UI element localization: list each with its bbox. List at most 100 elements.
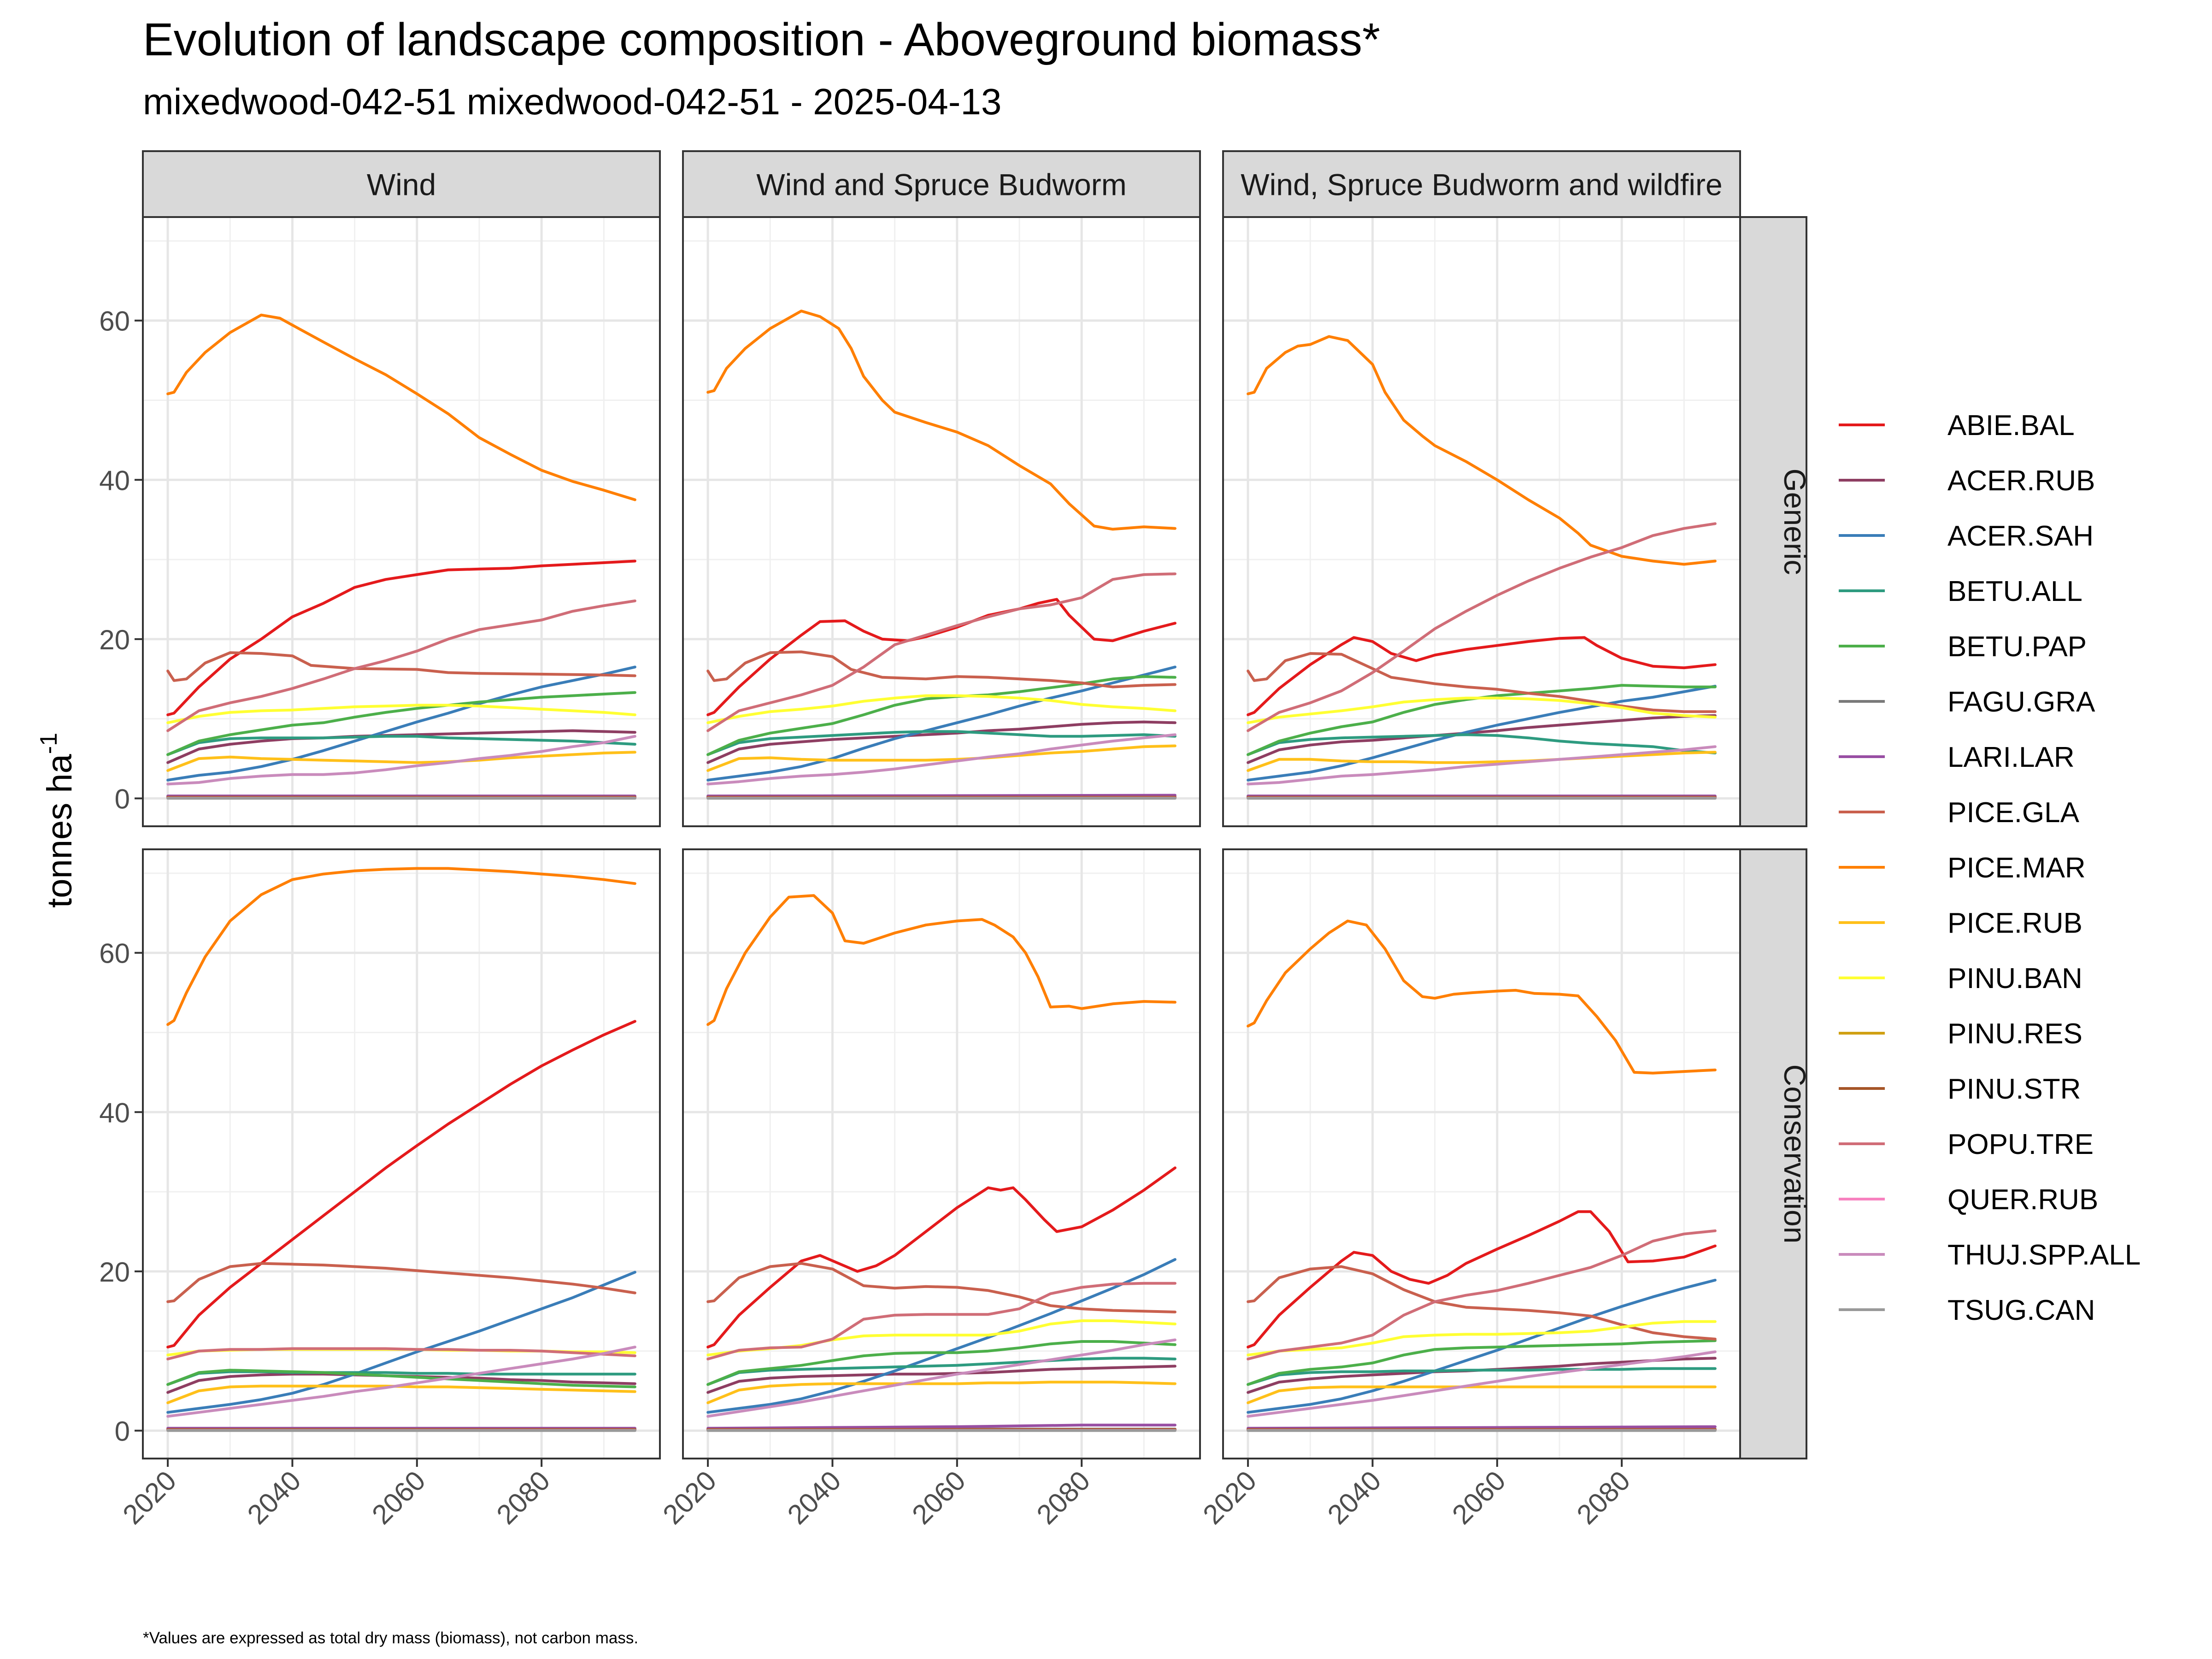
series-line-thuj-spp-all bbox=[166, 735, 636, 786]
series-line-pice-mar bbox=[706, 894, 1177, 1026]
facet-panel bbox=[1222, 216, 1741, 827]
series-line-abie-bal bbox=[1247, 1210, 1717, 1349]
series-line-thuj-spp-all bbox=[166, 1346, 636, 1418]
y-tick-label: 40 bbox=[99, 465, 130, 496]
legend-label: LARI.LAR bbox=[1947, 741, 2075, 773]
series-line-pice-mar bbox=[166, 867, 636, 1026]
legend-item: PINU.RES bbox=[1839, 1018, 2083, 1050]
series-line-pice-rub bbox=[166, 751, 636, 772]
panel-border bbox=[1222, 216, 1741, 827]
facet-strip-column: Wind, Spruce Budworm and wildfire bbox=[1222, 150, 1741, 218]
facet-strip-label: Conservation bbox=[1778, 1065, 1812, 1244]
panel-border bbox=[682, 216, 1201, 827]
y-tick-label: 20 bbox=[99, 1257, 130, 1288]
panel-background bbox=[143, 849, 660, 1459]
y-axis-label-superscript: -1 bbox=[35, 733, 62, 754]
facet-panel bbox=[682, 216, 1201, 827]
series-line-pice-gla bbox=[166, 1262, 636, 1303]
facet-strip-column: Wind bbox=[142, 150, 661, 218]
series-line-pice-gla bbox=[706, 1262, 1177, 1313]
chart-caption: *Values are expressed as total dry mass … bbox=[143, 1629, 638, 1647]
series-line-pice-gla bbox=[166, 651, 636, 682]
series-line-abie-bal bbox=[1247, 636, 1717, 717]
legend-item: THUJ.SPP.ALL bbox=[1839, 1239, 2141, 1271]
series-lines bbox=[706, 309, 1177, 800]
facet-strip-background bbox=[1739, 848, 1807, 1459]
series-line-pice-mar bbox=[166, 313, 636, 501]
series-line-betu-all bbox=[706, 1357, 1177, 1386]
series-line-betu-pap bbox=[1247, 1339, 1717, 1386]
legend-item: BETU.ALL bbox=[1839, 576, 2083, 607]
series-line-acer-rub bbox=[706, 720, 1177, 764]
series-line-popu-tre bbox=[1247, 522, 1717, 732]
series-line-popu-tre bbox=[166, 599, 636, 732]
facet-grid: Wind Wind and Spruce Budworm Wind, Spruce … bbox=[99, 150, 1812, 1530]
y-tick-label: 60 bbox=[99, 306, 130, 337]
legend-label: POPU.TRE bbox=[1947, 1129, 2094, 1160]
facet-strip-column: Wind and Spruce Budworm bbox=[682, 150, 1201, 218]
y-axis-label: tonnes ha-1 bbox=[35, 733, 79, 908]
panel-background bbox=[683, 217, 1200, 826]
legend-label: ABIE.BAL bbox=[1947, 410, 2075, 441]
legend-item: PICE.GLA bbox=[1839, 797, 2080, 829]
series-line-pinu-ban bbox=[706, 694, 1177, 724]
series-line-pice-rub bbox=[706, 1381, 1177, 1404]
legend-label: BETU.PAP bbox=[1947, 631, 2087, 663]
facet-panel: 2020 2040 2060 2080 bbox=[1197, 848, 1741, 1530]
series-line-betu-pap bbox=[706, 1340, 1177, 1386]
legend-label: QUER.RUB bbox=[1947, 1184, 2098, 1216]
panel-border bbox=[1222, 848, 1741, 1459]
series-line-abie-bal bbox=[166, 1020, 636, 1349]
facet-strip-label: Wind bbox=[367, 168, 436, 202]
y-tick-label: 40 bbox=[99, 1097, 130, 1128]
series-lines bbox=[166, 313, 636, 800]
series-line-abie-bal bbox=[166, 559, 636, 717]
series-line-betu-all bbox=[1247, 1367, 1717, 1386]
series-line-thuj-spp-all bbox=[706, 733, 1177, 786]
series-line-popu-tre bbox=[706, 1282, 1177, 1360]
legend-item: FAGU.GRA bbox=[1839, 686, 2095, 718]
series-line-thuj-spp-all bbox=[706, 1338, 1177, 1418]
facet-panel: 2020 2040 2060 2080 bbox=[657, 848, 1201, 1530]
series-line-pinu-ban bbox=[1247, 1320, 1717, 1357]
series-line-betu-all bbox=[1247, 733, 1717, 756]
legend-item: QUER.RUB bbox=[1839, 1184, 2098, 1216]
series-line-popu-tre bbox=[706, 572, 1177, 732]
series-lines bbox=[706, 894, 1177, 1432]
series-line-acer-sah bbox=[166, 1271, 636, 1414]
y-axis-label-text: tonnes ha bbox=[40, 753, 79, 908]
facet-strip-label: Wind and Spruce Budworm bbox=[756, 168, 1126, 202]
series-line-pice-rub bbox=[706, 744, 1177, 772]
legend-label: TSUG.CAN bbox=[1947, 1294, 2095, 1326]
series-line-pice-mar bbox=[1247, 335, 1717, 566]
series-line-acer-sah bbox=[1247, 684, 1717, 782]
series-line-acer-rub bbox=[706, 1365, 1177, 1394]
legend-label: PICE.GLA bbox=[1947, 797, 2080, 829]
y-tick-label: 0 bbox=[115, 1416, 130, 1447]
series-line-lari-lar bbox=[706, 1424, 1177, 1430]
facet-panel: 0 20 40 60 bbox=[99, 216, 661, 827]
facet-strip-label: Generic bbox=[1778, 468, 1812, 575]
series-line-pice-rub bbox=[1247, 1385, 1717, 1404]
legend-item: BETU.PAP bbox=[1839, 631, 2087, 663]
series-line-betu-pap bbox=[166, 1369, 636, 1388]
facet-strip-background bbox=[142, 150, 661, 218]
facet-strip-row: Generic bbox=[1739, 216, 1812, 827]
legend-item: ACER.RUB bbox=[1839, 465, 2095, 497]
panel-border bbox=[682, 848, 1201, 1459]
facet-strip-background bbox=[682, 150, 1201, 218]
series-line-pice-rub bbox=[1247, 751, 1717, 772]
chart-subtitle: mixedwood-042-51 mixedwood-042-51 - 2025… bbox=[143, 81, 1001, 122]
legend-label: THUJ.SPP.ALL bbox=[1947, 1239, 2141, 1271]
series-line-pice-gla bbox=[1247, 652, 1717, 713]
legend-label: ACER.SAH bbox=[1947, 520, 2094, 552]
legend-item: ACER.SAH bbox=[1839, 520, 2094, 552]
series-lines bbox=[1247, 919, 1717, 1432]
panel-border bbox=[142, 848, 661, 1459]
legend-label: FAGU.GRA bbox=[1947, 686, 2095, 718]
legend-item: PICE.MAR bbox=[1839, 852, 2086, 884]
series-line-acer-sah bbox=[166, 665, 636, 782]
series-line-thuj-spp-all bbox=[1247, 1350, 1717, 1418]
